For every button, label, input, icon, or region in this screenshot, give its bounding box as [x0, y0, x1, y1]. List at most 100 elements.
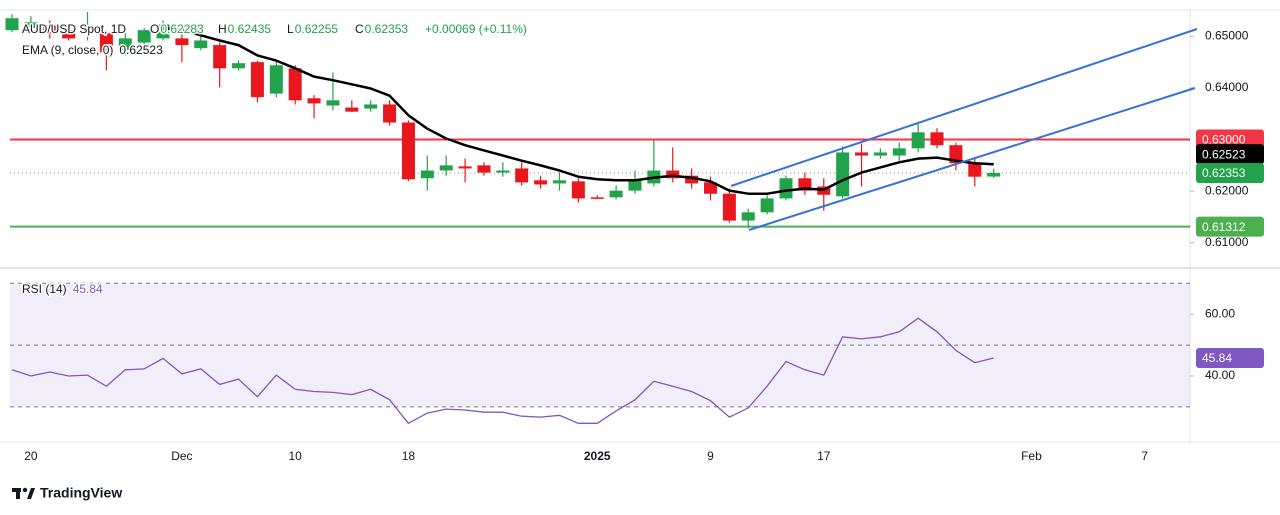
candle-body	[968, 163, 982, 177]
candle-body	[703, 182, 717, 194]
candle-body	[930, 132, 944, 146]
candle-body	[62, 30, 76, 39]
candle-body	[269, 65, 283, 94]
candle-body	[571, 181, 585, 199]
candle-body	[43, 25, 57, 34]
channel-line	[730, 28, 1198, 187]
y-tick-label: 0.65000	[1205, 28, 1249, 42]
candle-body	[213, 45, 227, 69]
ema-legend: EMA (9, close, 0) 0.62523	[22, 43, 163, 57]
y-tick-label: 0.64000	[1205, 80, 1249, 94]
candle-body	[364, 104, 378, 109]
rsi-pane	[10, 282, 1194, 425]
candle-body	[439, 165, 453, 171]
candle-body	[628, 180, 642, 191]
candle-body	[987, 172, 1001, 177]
x-tick-label: 10	[288, 449, 302, 463]
candle-body	[288, 68, 302, 101]
y-tick-label: 0.61000	[1205, 235, 1249, 249]
candle-body	[175, 38, 189, 46]
channel-line	[748, 87, 1196, 231]
candle-body	[118, 38, 132, 51]
brand-logo	[12, 487, 35, 499]
ema-axis-label-box	[1196, 144, 1264, 165]
legend-ohlc-value: 0.62435	[228, 22, 272, 36]
level-label: 0.61312	[1202, 220, 1246, 234]
rsi-band	[10, 283, 1190, 407]
rsi-legend-name: RSI (14)	[22, 282, 67, 296]
candle-body	[383, 104, 397, 123]
candle-body	[949, 145, 963, 164]
candle-body	[515, 168, 529, 183]
logo-part	[16, 488, 20, 499]
level-label: 0.63000	[1202, 133, 1246, 147]
candle-body	[911, 132, 925, 149]
candle-body	[760, 198, 774, 213]
close-axis-label: 0.62353	[1202, 166, 1246, 180]
rsi-axis-label-box	[1196, 347, 1264, 368]
candle-body	[477, 165, 491, 173]
labels: 0.65000 0.64000 0.62000 0.61000 0.63000 0.613…	[21, 21, 1264, 463]
rsi-tick-label: 60.00	[1205, 306, 1235, 320]
x-tick-label: 7	[1141, 449, 1148, 463]
x-tick-label: 18	[402, 449, 416, 463]
price-pane	[0, 9, 1280, 443]
legend-header: AUD/USD Spot, 1D O0.62283 H0.62435 L0.62255…	[22, 22, 527, 36]
candle-body	[458, 166, 472, 169]
legend-ohlc-value: 0.62283	[160, 22, 204, 36]
legend-symbol: AUD/USD Spot, 1D	[22, 22, 126, 36]
ema-axis-label: 0.62523	[1202, 147, 1246, 161]
legend-ohlc-key: L	[287, 22, 294, 36]
candle-body	[741, 212, 755, 221]
x-tick-label: 17	[817, 449, 831, 463]
candle-body	[855, 152, 869, 156]
close-axis-label-box	[1196, 162, 1264, 183]
legend-change: +0.00069 (+0.11%)	[425, 22, 527, 36]
x-tick-label: 20	[24, 449, 38, 463]
rsi-legend-value: 45.84	[73, 282, 103, 296]
legend-ohlc-key: O	[150, 22, 159, 36]
x-tick-label: 9	[707, 449, 714, 463]
candle-body	[420, 170, 434, 179]
candle-body	[307, 98, 321, 104]
candle-body	[345, 107, 359, 112]
candle-body	[892, 148, 906, 156]
candle-body	[722, 193, 736, 221]
candle-body	[590, 197, 604, 199]
candle-body	[5, 18, 19, 31]
ema-legend-name: EMA (9, close, 0)	[22, 43, 113, 57]
candle-body	[552, 180, 566, 184]
candle-body	[401, 122, 415, 180]
rsi-line	[11, 317, 994, 425]
candle-body	[24, 22, 38, 29]
candle-body	[194, 40, 208, 49]
candle-body	[779, 178, 793, 199]
rsi-legend: RSI (14) 45.84	[22, 282, 103, 296]
candle-body	[609, 190, 623, 198]
y-tick-label: 0.62000	[1205, 183, 1249, 197]
ema-legend-value: 0.62523	[119, 43, 163, 57]
logo-part	[27, 488, 35, 499]
candle-body	[666, 170, 680, 179]
logo-part	[22, 487, 28, 493]
x-tick-label: Feb	[1021, 449, 1042, 463]
brand: TradingView	[40, 485, 122, 501]
candle-body	[81, 30, 95, 34]
legend-ohlc-key: H	[218, 22, 227, 36]
candle-body	[873, 152, 887, 156]
x-tick-label: 2025	[584, 449, 611, 463]
candle-body	[232, 63, 246, 69]
level-label-box	[1196, 216, 1264, 237]
candle-body	[685, 175, 699, 184]
candle-body	[326, 100, 340, 106]
x-tick-label: Dec	[171, 449, 192, 463]
candle-body	[836, 152, 850, 197]
candle-body	[250, 62, 264, 98]
candle-body	[99, 33, 113, 53]
ema-line	[162, 26, 994, 195]
legend-ohlc-key: C	[355, 22, 364, 36]
rsi-axis-label: 45.84	[1202, 351, 1232, 365]
candle-body	[137, 30, 151, 43]
